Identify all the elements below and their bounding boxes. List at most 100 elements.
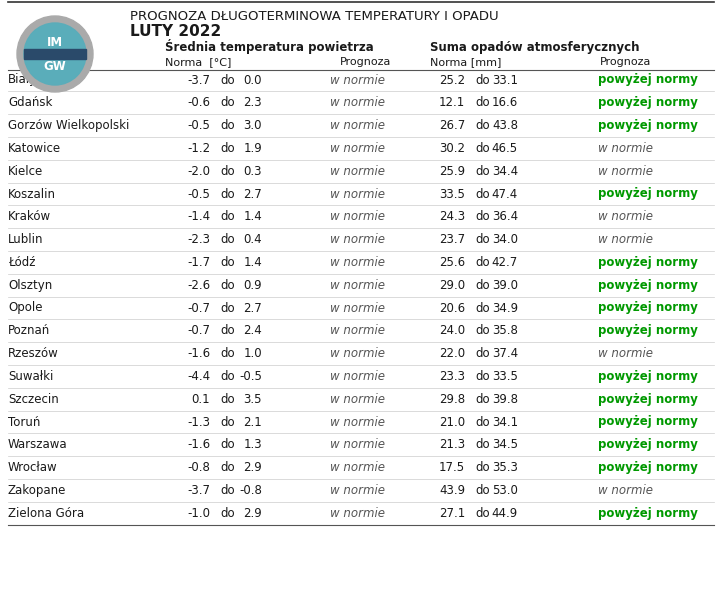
- Text: 39.0: 39.0: [492, 279, 518, 292]
- Text: 2.7: 2.7: [243, 187, 262, 201]
- Text: 25.6: 25.6: [439, 256, 465, 269]
- Text: 3.0: 3.0: [243, 119, 262, 132]
- Text: Średnia temperatura powietrza: Średnia temperatura powietrza: [165, 40, 374, 55]
- Text: do: do: [476, 461, 490, 474]
- Text: 2.3: 2.3: [243, 96, 262, 109]
- Text: 35.8: 35.8: [492, 324, 518, 337]
- Text: IM: IM: [47, 35, 63, 49]
- Text: powyżej normy: powyżej normy: [598, 461, 698, 474]
- Text: do: do: [476, 484, 490, 497]
- Text: do: do: [221, 74, 235, 86]
- Text: 1.4: 1.4: [243, 210, 262, 223]
- Text: powyżej normy: powyżej normy: [598, 324, 698, 337]
- Text: w normie: w normie: [330, 233, 385, 246]
- Text: 37.4: 37.4: [492, 347, 518, 360]
- Text: 25.2: 25.2: [439, 74, 465, 86]
- Text: w normie: w normie: [330, 347, 385, 360]
- Text: Szczecin: Szczecin: [8, 393, 58, 406]
- Text: do: do: [476, 438, 490, 451]
- Text: do: do: [476, 74, 490, 86]
- Text: w normie: w normie: [330, 165, 385, 178]
- Text: Toruń: Toruń: [8, 416, 40, 428]
- Text: w normie: w normie: [330, 461, 385, 474]
- Text: 0.9: 0.9: [243, 279, 262, 292]
- Text: do: do: [221, 461, 235, 474]
- Text: powyżej normy: powyżej normy: [598, 301, 698, 314]
- Text: w normie: w normie: [330, 256, 385, 269]
- Text: 0.1: 0.1: [191, 393, 210, 406]
- Text: 39.8: 39.8: [492, 393, 518, 406]
- Text: 17.5: 17.5: [439, 461, 465, 474]
- Text: 21.0: 21.0: [439, 416, 465, 428]
- Text: w normie: w normie: [330, 507, 385, 520]
- Text: Olsztyn: Olsztyn: [8, 279, 52, 292]
- Text: w normie: w normie: [330, 484, 385, 497]
- Text: do: do: [476, 347, 490, 360]
- Text: w normie: w normie: [330, 370, 385, 383]
- Text: 34.9: 34.9: [492, 301, 518, 314]
- Text: powyżej normy: powyżej normy: [598, 119, 698, 132]
- Text: w normie: w normie: [330, 96, 385, 109]
- Text: powyżej normy: powyżej normy: [598, 507, 698, 520]
- Text: 35.3: 35.3: [492, 461, 518, 474]
- Text: 2.7: 2.7: [243, 301, 262, 314]
- Text: Warszawa: Warszawa: [8, 438, 68, 451]
- Text: -0.7: -0.7: [187, 324, 210, 337]
- Text: Zielona Góra: Zielona Góra: [8, 507, 84, 520]
- Text: w normie: w normie: [330, 74, 385, 86]
- Text: Katowice: Katowice: [8, 142, 61, 155]
- Text: Suma opadów atmosferycznych: Suma opadów atmosferycznych: [430, 41, 640, 53]
- Text: 0.4: 0.4: [243, 233, 262, 246]
- Text: do: do: [221, 119, 235, 132]
- Text: w normie: w normie: [330, 210, 385, 223]
- Text: 25.9: 25.9: [439, 165, 465, 178]
- Text: 29.8: 29.8: [439, 393, 465, 406]
- Text: do: do: [221, 347, 235, 360]
- Text: 3.5: 3.5: [243, 393, 262, 406]
- Text: powyżej normy: powyżej normy: [598, 393, 698, 406]
- Text: 26.7: 26.7: [439, 119, 465, 132]
- Text: -4.4: -4.4: [187, 370, 210, 383]
- Text: Prognoza: Prognoza: [600, 57, 651, 67]
- Text: do: do: [221, 142, 235, 155]
- Text: 20.6: 20.6: [439, 301, 465, 314]
- Text: GW: GW: [43, 59, 66, 72]
- Text: 24.0: 24.0: [439, 324, 465, 337]
- Text: do: do: [221, 370, 235, 383]
- Text: 42.7: 42.7: [492, 256, 518, 269]
- Text: do: do: [476, 256, 490, 269]
- Text: do: do: [476, 210, 490, 223]
- Text: -0.5: -0.5: [187, 119, 210, 132]
- Text: Białystok: Białystok: [8, 74, 62, 86]
- Text: do: do: [221, 210, 235, 223]
- Text: 36.4: 36.4: [492, 210, 518, 223]
- Text: do: do: [221, 233, 235, 246]
- Text: 33.5: 33.5: [439, 187, 465, 201]
- Text: w normie: w normie: [330, 187, 385, 201]
- Text: 43.9: 43.9: [439, 484, 465, 497]
- Text: Kraków: Kraków: [8, 210, 51, 223]
- Text: -0.6: -0.6: [187, 96, 210, 109]
- Text: 16.6: 16.6: [492, 96, 518, 109]
- Text: do: do: [221, 96, 235, 109]
- Text: w normie: w normie: [598, 165, 653, 178]
- Text: 34.4: 34.4: [492, 165, 518, 178]
- Text: powyżej normy: powyżej normy: [598, 438, 698, 451]
- Text: 1.4: 1.4: [243, 256, 262, 269]
- Text: 34.1: 34.1: [492, 416, 518, 428]
- Text: Łódź: Łódź: [8, 256, 35, 269]
- Text: 12.1: 12.1: [439, 96, 465, 109]
- Text: 34.5: 34.5: [492, 438, 518, 451]
- Text: w normie: w normie: [330, 393, 385, 406]
- Text: Wrocław: Wrocław: [8, 461, 58, 474]
- Text: -2.3: -2.3: [187, 233, 210, 246]
- Text: 21.3: 21.3: [439, 438, 465, 451]
- Text: 46.5: 46.5: [492, 142, 518, 155]
- Text: -0.5: -0.5: [239, 370, 262, 383]
- Text: -1.6: -1.6: [187, 438, 210, 451]
- Text: powyżej normy: powyżej normy: [598, 74, 698, 86]
- Text: 44.9: 44.9: [492, 507, 518, 520]
- Text: Opole: Opole: [8, 301, 43, 314]
- Text: do: do: [221, 279, 235, 292]
- Text: -0.8: -0.8: [187, 461, 210, 474]
